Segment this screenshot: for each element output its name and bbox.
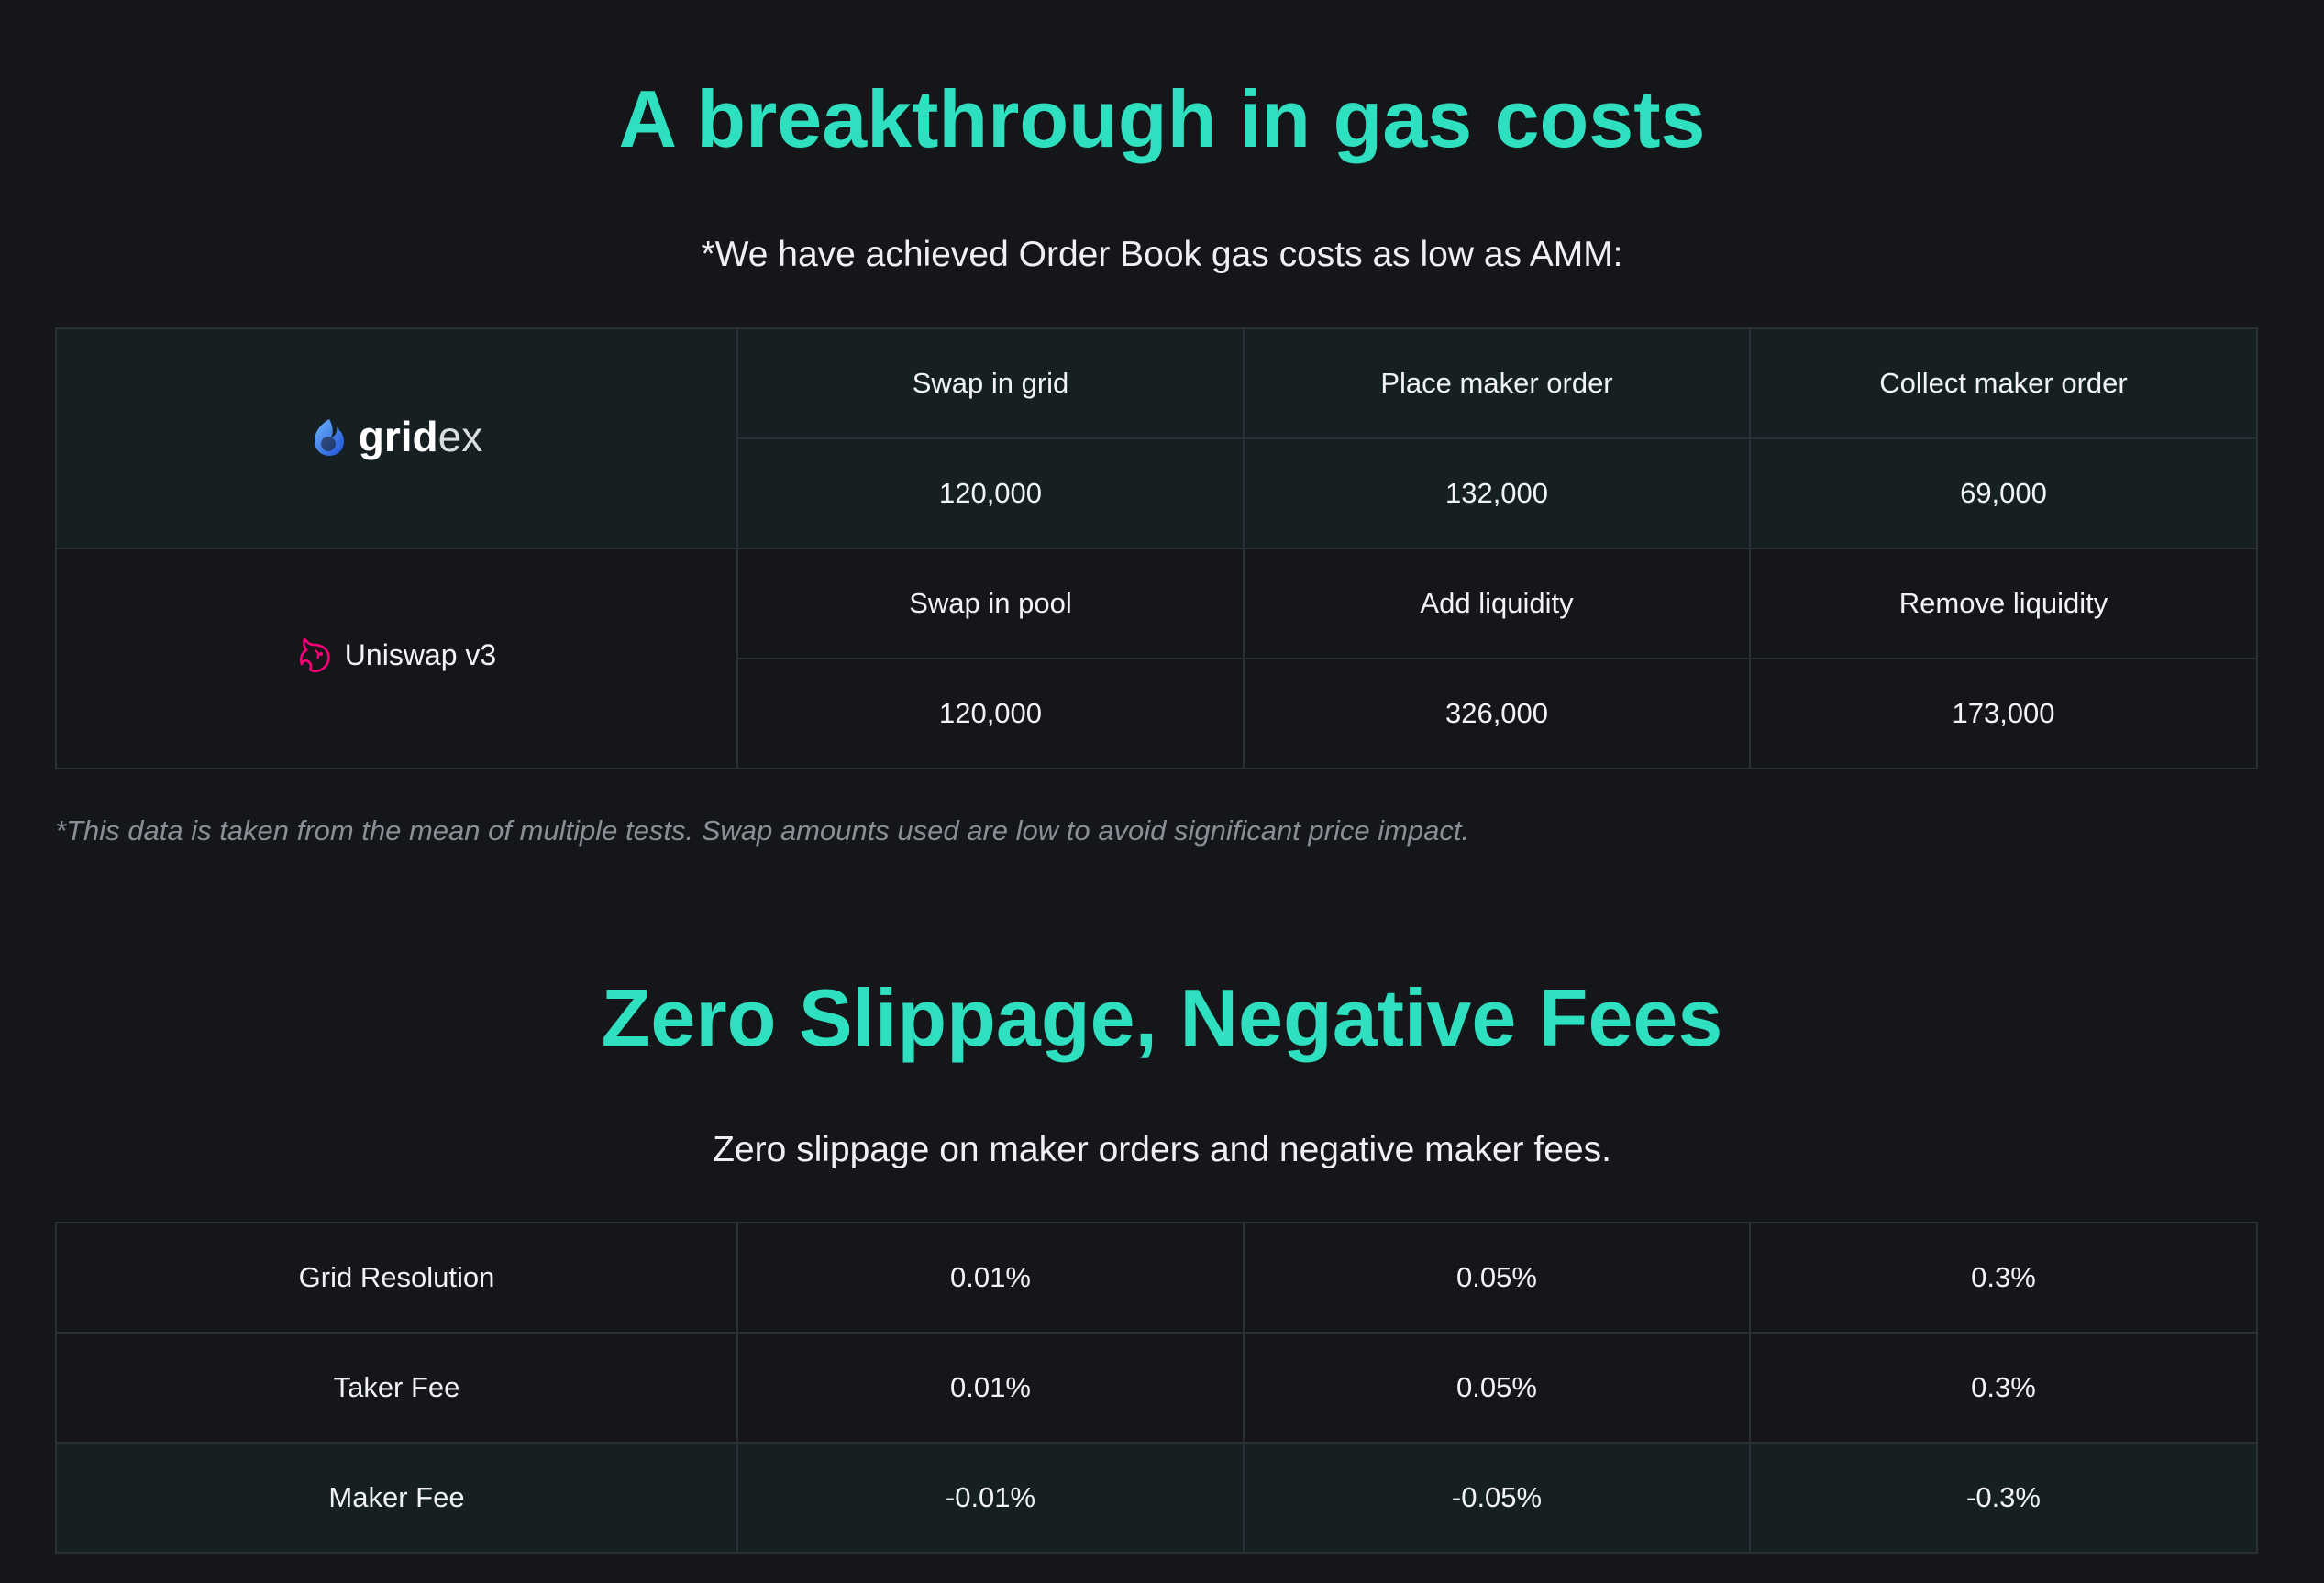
fees-section-subtitle: Zero slippage on maker orders and negati… (713, 1130, 1611, 1169)
gridex-value-collect: 69,000 (1749, 437, 2258, 549)
gridex-wordmark-light: ex (437, 413, 483, 460)
fees-row-taker-fee: Taker Fee 0.01% 0.05% 0.3% (55, 1332, 2258, 1444)
uniswap-label-swap: Swap in pool (736, 548, 1245, 659)
gas-footnote: *This data is taken from the mean of mul… (55, 814, 1470, 847)
fees-cell: 0.01% (736, 1222, 1245, 1334)
uniswap-label-remove: Remove liquidity (1749, 548, 2258, 659)
fees-cell: 0.3% (1749, 1222, 2258, 1334)
fees-cell: -0.3% (1749, 1442, 2258, 1554)
uniswap-values-row: 120,000 326,000 173,000 (56, 658, 2258, 769)
gridex-wordmark-bold: grid (358, 413, 438, 460)
uniswap-value-remove: 173,000 (1749, 658, 2258, 769)
fees-cell: 0.3% (1749, 1332, 2258, 1444)
gas-section-subtitle: *We have achieved Order Book gas costs a… (701, 235, 1623, 274)
gas-cost-table: gridex Swap in grid Place maker order Co… (55, 327, 2258, 769)
uniswap-brand: Uniswap v3 (297, 636, 496, 674)
fees-cell: -0.01% (736, 1442, 1245, 1554)
fees-row-label: Grid Resolution (55, 1222, 738, 1334)
fees-table: Grid Resolution 0.01% 0.05% 0.3% Taker F… (55, 1222, 2258, 1554)
gridex-values-row: 120,000 132,000 69,000 (56, 437, 2258, 549)
gridex-brand: gridex (311, 412, 482, 461)
fees-row-maker-fee: Maker Fee -0.01% -0.05% -0.3% (55, 1442, 2258, 1554)
uniswap-unicorn-icon (299, 637, 330, 673)
gridex-label-place: Place maker order (1243, 327, 1751, 439)
gridex-value-place: 132,000 (1243, 437, 1751, 549)
uniswap-value-add: 326,000 (1243, 658, 1751, 769)
gridex-value-swap: 120,000 (736, 437, 1245, 549)
gridex-wordmark: gridex (359, 412, 482, 461)
gas-section-title: A breakthrough in gas costs (618, 73, 1706, 164)
gridex-labels-row: gridex Swap in grid Place maker order Co… (55, 327, 2258, 549)
uniswap-label-add: Add liquidity (1243, 548, 1751, 659)
uniswap-wordmark: Uniswap v3 (344, 637, 497, 671)
fees-row-grid-resolution: Grid Resolution 0.01% 0.05% 0.3% (55, 1222, 2258, 1334)
fees-cell: 0.01% (736, 1332, 1245, 1444)
gridex-label-swap: Swap in grid (736, 327, 1245, 439)
uniswap-labels-row: Uniswap v3 Swap in pool Add liquidity Re… (55, 548, 2258, 769)
gridex-brand-cell: gridex (55, 327, 738, 549)
fees-cell: -0.05% (1243, 1442, 1751, 1554)
gridex-logo-icon (314, 419, 344, 456)
uniswap-brand-cell: Uniswap v3 (55, 548, 738, 769)
fees-section-title: Zero Slippage, Negative Fees (601, 972, 1723, 1063)
fees-row-label: Maker Fee (55, 1442, 738, 1554)
uniswap-value-swap: 120,000 (736, 658, 1245, 769)
fees-row-label: Taker Fee (55, 1332, 738, 1444)
fees-cell: 0.05% (1243, 1332, 1751, 1444)
fees-cell: 0.05% (1243, 1222, 1751, 1334)
gridex-label-collect: Collect maker order (1749, 327, 2258, 439)
